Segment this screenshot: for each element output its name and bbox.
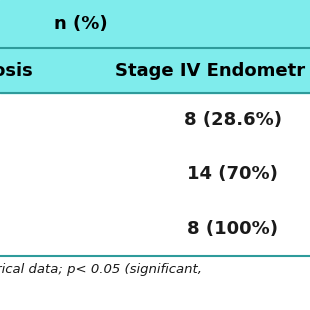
Text: iosis: iosis (0, 61, 33, 80)
Text: n (%): n (%) (54, 15, 107, 33)
Text: Stage IV Endometr: Stage IV Endometr (115, 61, 305, 80)
Bar (0, 0, 310, 48)
Text: 14 (70%): 14 (70%) (187, 165, 278, 184)
Text: 8 (28.6%): 8 (28.6%) (184, 111, 281, 129)
Bar (0, 48, 310, 93)
Text: 8 (100%): 8 (100%) (187, 219, 278, 238)
Text: orical data; p< 0.05 (significant,: orical data; p< 0.05 (significant, (0, 263, 202, 276)
